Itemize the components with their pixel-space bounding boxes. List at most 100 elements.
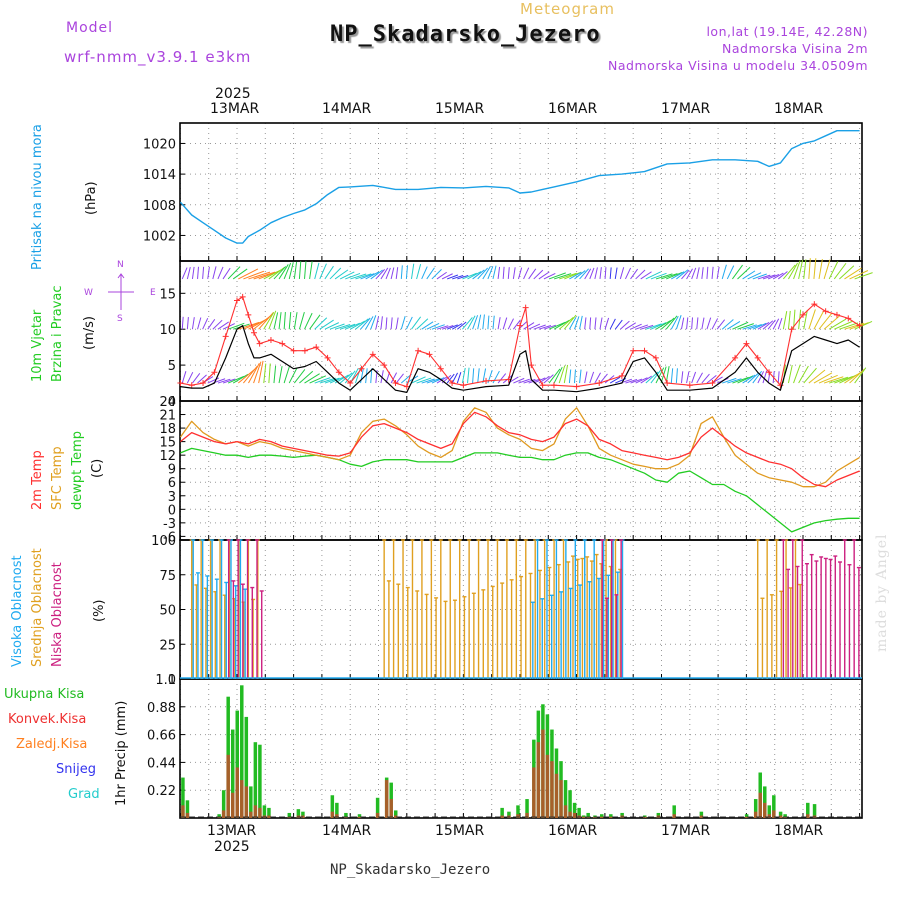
wind-barb [319,263,327,280]
wind-barb [839,322,859,330]
convective-precip-bar [525,812,529,818]
wind-barb [680,371,684,384]
wind-barb [482,314,485,330]
wind-barb [405,265,409,279]
wind-barb [711,266,714,279]
wind-barb [716,266,720,280]
wind-barb [339,372,353,384]
model-name: wrf-nmm_v3.9.1 e3km [64,48,252,66]
convective-precip-bar [559,780,563,818]
convective-precip-bar [744,816,749,818]
wind-barb [737,266,751,280]
wind-barb [563,314,577,330]
wind-barb [217,378,231,384]
wind-barb [625,378,638,384]
wind-barb [227,322,245,330]
total-precip-bar [335,802,339,818]
wind-barb [202,317,209,330]
top-date-16mar: 16MAR [548,101,598,117]
wind-barb [803,259,807,280]
y-tick-label: 6 [168,476,176,491]
wind-barb [737,375,754,384]
compass-rose-icon [108,273,134,310]
gust-marker [652,354,659,361]
top-date-18mar: 18MAR [774,101,824,117]
wind-barb [767,319,776,330]
wind-barb [217,321,229,330]
wind-barb [457,274,469,280]
wind-barb [650,272,667,280]
wind-barb [400,265,403,279]
wind-barb [288,312,292,330]
wind-barb [839,265,855,280]
wind-barb [747,323,762,330]
wind-barb [599,373,608,384]
wind-barb [197,374,207,384]
convective-precip-bar [253,805,258,818]
wind-barb [441,273,453,280]
gust-marker [279,340,286,347]
wind-barb [645,271,662,280]
convective-precip-bar [758,792,762,818]
wind-barb [416,318,429,330]
wind-barb [854,272,873,280]
wind-barb [273,266,287,280]
wind-barb [181,267,188,280]
gust-marker [833,311,840,318]
wind-barb [620,320,630,330]
wind-barb [854,321,873,330]
wind-barb [777,371,780,384]
gust-marker [641,347,648,354]
wind-barb [772,318,780,330]
y-tick-label: 75 [159,569,176,584]
gust-marker [245,311,252,318]
convective-precip-bar [230,792,235,818]
wind-barb [742,270,756,280]
gust-marker [800,311,806,318]
wind-barb [670,368,674,384]
wind-barb [441,325,454,330]
convective-precip-bar [240,780,244,818]
wind-barb [533,324,546,330]
top-date-13mar: 13MAR [210,101,260,117]
wind-barb [533,269,544,280]
wind-barb [192,373,201,384]
wind-barb [329,376,345,384]
wind-barb [222,267,231,280]
wind-barb [380,370,384,384]
wind-barb [630,268,639,280]
wind-barb [517,267,523,280]
wind-barb [609,318,616,330]
wind-barb [721,264,727,280]
wind-barb [309,375,327,384]
wind-barb [238,268,259,280]
snow-legend: Snijeg [56,762,96,777]
wind-barb [467,271,482,280]
total-precip-bar [330,795,335,818]
wind-barb [666,271,683,280]
wind-barb [701,317,705,330]
wind-barb [834,375,853,384]
wind-barb [400,316,406,330]
y-tick-label: 25 [159,638,176,653]
wind-barb [273,312,279,330]
meteogram-title: Meteogram [520,0,615,18]
wind-barb [258,311,274,330]
wind-barb [579,315,583,330]
wind-barb [237,368,256,384]
wind-barb [788,262,798,280]
wind-barb [589,371,595,384]
wind-barb [278,312,282,330]
gust-marker [856,322,863,329]
wind-barb [324,265,334,280]
y-tick-label: 1008 [143,199,176,214]
wind-barb [304,373,320,384]
total-precip-bar [568,790,572,818]
wind-barb [360,317,371,330]
wind-barb [370,269,383,280]
total-precip-bar [600,814,604,818]
wind-barb [732,376,749,384]
top-date-17mar: 17MAR [661,101,711,117]
wind-barb [833,262,847,280]
